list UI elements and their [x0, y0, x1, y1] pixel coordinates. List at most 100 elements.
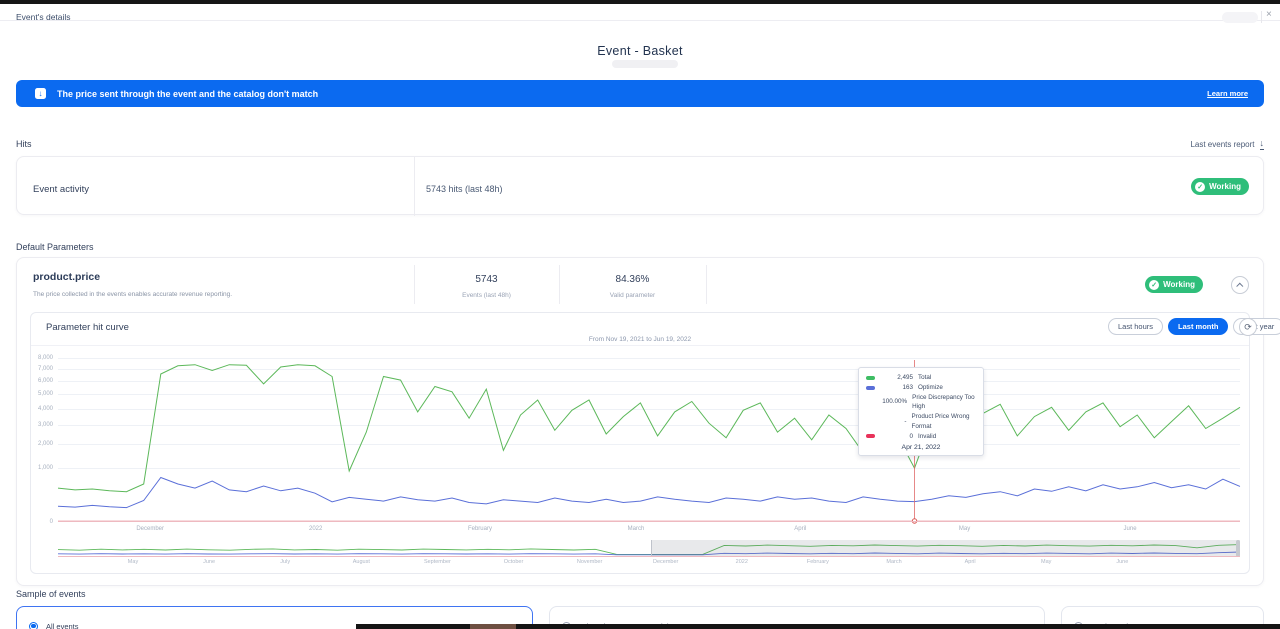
x-axis-baseline	[58, 521, 1240, 522]
tooltip-row: 0 Invalid	[866, 432, 976, 442]
gridline-5000	[58, 394, 1240, 396]
brush-axis-label: July	[280, 559, 291, 565]
x-axis-label: February	[467, 526, 492, 532]
x-axis-label: December	[136, 526, 165, 532]
default-parameters-label: Default Parameters	[16, 242, 94, 252]
close-icon[interactable]: ×	[1266, 9, 1272, 20]
status-badge: ✓ Working	[1191, 178, 1249, 195]
brush-axis-label: September	[423, 559, 451, 565]
range-pill-last-month[interactable]: Last month	[1168, 318, 1229, 335]
tooltip-value: 2,495	[897, 374, 913, 381]
events-sublabel: Events (last 48h)	[462, 292, 511, 299]
param-divider-3	[706, 265, 707, 304]
brush-axis-label: May	[127, 559, 139, 565]
brush-baseline	[58, 556, 1240, 557]
last-events-report-link[interactable]: Last events report ↓	[1190, 139, 1264, 150]
top-black-bar	[0, 0, 1280, 4]
tooltip-row: 163 Optimize	[866, 383, 976, 393]
check-icon: ✓	[1195, 181, 1206, 192]
download-icon: ↓	[1259, 138, 1264, 150]
valid-value: 84.36%	[615, 274, 650, 285]
learn-more-link[interactable]: Learn more	[1207, 89, 1248, 98]
brush-axis-label: May	[1040, 559, 1052, 565]
sample-option-label: All events	[46, 621, 79, 629]
tooltip-label: Price Discrepancy Too High	[912, 393, 975, 411]
brush-axis-label: October	[503, 559, 524, 565]
series-dot-icon	[866, 375, 875, 380]
brush-handle[interactable]	[1236, 540, 1240, 557]
collapse-button[interactable]	[1231, 276, 1249, 294]
app-header: Event's details ×	[0, 4, 1280, 23]
header-divider	[1261, 11, 1262, 23]
events-value: 5743	[475, 274, 498, 285]
chart-title: Parameter hit curve	[46, 322, 129, 333]
param-divider-2	[559, 265, 560, 304]
page-title: Event - Basket	[597, 44, 683, 58]
sample-option-all-events[interactable]: All events	[16, 606, 533, 629]
gridline-4000	[58, 408, 1240, 410]
gridline-6000	[58, 381, 1240, 383]
gridline-1000	[58, 468, 1240, 470]
hits-section-label: Hits	[16, 139, 32, 149]
series-line	[57, 364, 1241, 493]
y-axis-label: 6,000	[37, 378, 53, 385]
bottom-taskbar-fragment	[356, 624, 1280, 629]
check-icon: ✓	[1149, 279, 1160, 290]
header-skeleton-pill	[1222, 12, 1258, 23]
tooltip-label: Total	[918, 374, 932, 381]
x-axis-label: June	[1123, 526, 1137, 532]
page-header-title: Event's details	[16, 12, 71, 22]
y-axis-label: 0	[49, 519, 53, 525]
sample-of-events-label: Sample of events	[16, 589, 86, 599]
report-link-label: Last events report	[1190, 140, 1255, 149]
brush-axis-label: March	[886, 559, 902, 565]
parameter-name: product.price	[33, 271, 101, 283]
subtitle-skeleton	[612, 60, 678, 68]
param-divider-1	[414, 265, 415, 304]
hits-card: Event activity 5743 hits (last 48h) ✓ Wo…	[16, 156, 1264, 216]
status-badge-label: Working	[1209, 182, 1241, 191]
x-axis-label: April	[794, 526, 807, 532]
tooltip-value: 0	[909, 432, 913, 440]
range-pill-last-hours[interactable]: Last hours	[1108, 318, 1164, 335]
tooltip-date: Apr 21, 2022	[901, 444, 941, 452]
gridline-7000	[58, 369, 1240, 371]
brush-axis-label: June	[1116, 559, 1129, 565]
tooltip-row: 100.00% Price Discrepancy Too High	[866, 393, 976, 413]
brush-axis-label: April	[964, 559, 976, 565]
y-axis-label: 8,000	[37, 355, 53, 361]
main-chart	[57, 360, 1241, 524]
brush-axis-label: November	[576, 559, 603, 565]
brush-axis-label: August	[352, 559, 370, 565]
series-line	[57, 551, 1241, 556]
parameter-description: The price collected in the events enable…	[33, 291, 233, 298]
event-activity-value: 5743 hits (last 48h)	[426, 184, 503, 194]
bottom-taskbar-accent	[470, 624, 516, 629]
tooltip-row: - Product Price Wrong Format	[866, 412, 976, 432]
brush-chart	[57, 544, 1241, 556]
brush-axis-label: 2022	[735, 559, 748, 565]
chart-card	[30, 312, 1250, 574]
radio-icon[interactable]	[29, 621, 38, 629]
brush-axis-label: February	[806, 559, 829, 565]
event-activity-label: Event activity	[33, 184, 89, 195]
tooltip-label: Invalid	[918, 432, 937, 440]
tooltip-value: 163	[902, 383, 913, 391]
tooltip-value: 100.00%	[882, 398, 908, 406]
refresh-button[interactable]: ⟳	[1239, 318, 1257, 336]
series-dot-icon	[866, 434, 875, 439]
brush-axis-label: December	[653, 559, 679, 565]
series-dot-icon	[866, 385, 875, 390]
gridline-2000	[58, 443, 1240, 445]
chevron-up-icon	[1235, 282, 1243, 290]
series-dot-empty	[866, 400, 875, 404]
x-axis-label: March	[627, 526, 645, 532]
valid-sublabel: Valid parameter	[609, 292, 656, 299]
y-axis-label: 2,000	[37, 440, 53, 447]
tooltip-label: Product Price Wrong Format	[911, 413, 970, 430]
brush-selection[interactable]	[651, 540, 1240, 557]
tooltip-row: 2,495 Total	[866, 373, 976, 383]
alert-banner: ↓ The price sent through the event and t…	[16, 80, 1264, 107]
parameter-status-label: Working	[1163, 280, 1195, 289]
alert-message: The price sent through the event and the…	[57, 88, 319, 99]
